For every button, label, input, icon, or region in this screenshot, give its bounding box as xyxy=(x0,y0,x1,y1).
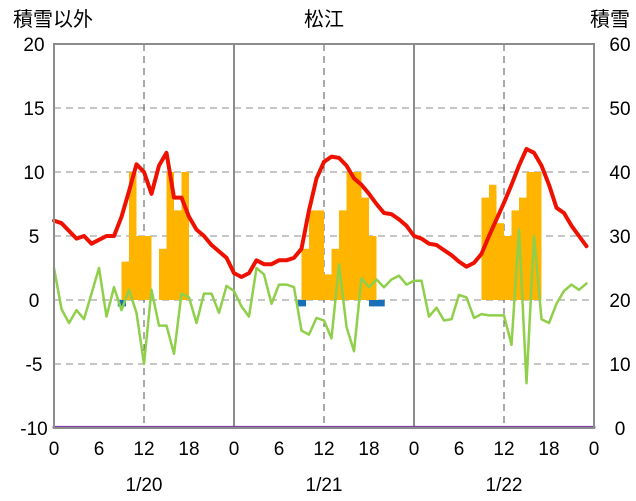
bar xyxy=(361,197,369,300)
y-tick-label-right: 50 xyxy=(609,99,630,120)
bar xyxy=(159,248,167,300)
x-tick-label: 18 xyxy=(538,439,559,460)
y-tick-label-right: 10 xyxy=(609,355,630,376)
bar xyxy=(496,223,504,300)
series-line-green xyxy=(52,228,588,385)
x-tick-label: 0 xyxy=(589,439,600,460)
bar xyxy=(129,172,137,300)
y-tick-label-left: 20 xyxy=(23,35,44,56)
bar xyxy=(301,248,309,300)
bar xyxy=(316,210,324,300)
y-tick-label-left: 10 xyxy=(23,163,44,184)
bar xyxy=(297,300,306,307)
x-tick-label: 0 xyxy=(409,439,420,460)
bar xyxy=(174,210,182,300)
bar xyxy=(354,172,362,300)
series-line-red xyxy=(52,147,589,279)
plot-frame xyxy=(53,43,595,429)
bar xyxy=(346,172,354,300)
bar xyxy=(309,210,317,300)
bar xyxy=(369,300,378,307)
bar xyxy=(117,300,126,307)
day-label: 1/20 xyxy=(126,475,163,496)
bar xyxy=(369,236,377,300)
y-tick-label-left: 15 xyxy=(23,99,44,120)
y-tick-label-left: 5 xyxy=(29,227,40,248)
left-axis-title: 積雪以外 xyxy=(13,8,93,31)
x-tick-label: 18 xyxy=(358,439,379,460)
x-tick-label: 0 xyxy=(49,439,60,460)
bar xyxy=(504,236,512,300)
day-label: 1/22 xyxy=(486,475,523,496)
bar xyxy=(324,274,332,300)
bar xyxy=(526,172,534,300)
bar xyxy=(376,300,385,307)
x-tick-label: 18 xyxy=(178,439,199,460)
bar xyxy=(511,210,519,300)
y-tick-label-right: 0 xyxy=(615,419,626,440)
day-label: 1/21 xyxy=(306,475,343,496)
x-tick-label: 12 xyxy=(313,439,334,460)
y-tick-label-right: 20 xyxy=(609,291,630,312)
bar xyxy=(121,261,129,300)
bar xyxy=(339,210,347,300)
y-tick-label-left: -10 xyxy=(20,419,47,440)
bar xyxy=(489,184,497,300)
y-tick-label-left: 0 xyxy=(29,291,40,312)
y-tick-label-right: 40 xyxy=(609,163,630,184)
bar xyxy=(144,236,152,300)
bar xyxy=(136,236,144,300)
y-tick-label-right: 60 xyxy=(609,35,630,56)
bar-series xyxy=(117,172,542,307)
bar xyxy=(181,172,189,300)
bar xyxy=(166,172,174,300)
x-tick-label: 6 xyxy=(454,439,465,460)
x-tick-label: 12 xyxy=(493,439,514,460)
bar xyxy=(519,197,527,300)
y-tick-label-right: 30 xyxy=(609,227,630,248)
x-tick-label: 12 xyxy=(133,439,154,460)
bar xyxy=(331,248,339,300)
x-tick-label: 6 xyxy=(274,439,285,460)
x-tick-label: 0 xyxy=(229,439,240,460)
bar xyxy=(534,172,542,300)
right-axis-title: 積雪 xyxy=(590,8,630,31)
x-tick-label: 6 xyxy=(94,439,105,460)
y-tick-label-left: -5 xyxy=(26,355,43,376)
chart-title: 松江 xyxy=(304,8,344,31)
